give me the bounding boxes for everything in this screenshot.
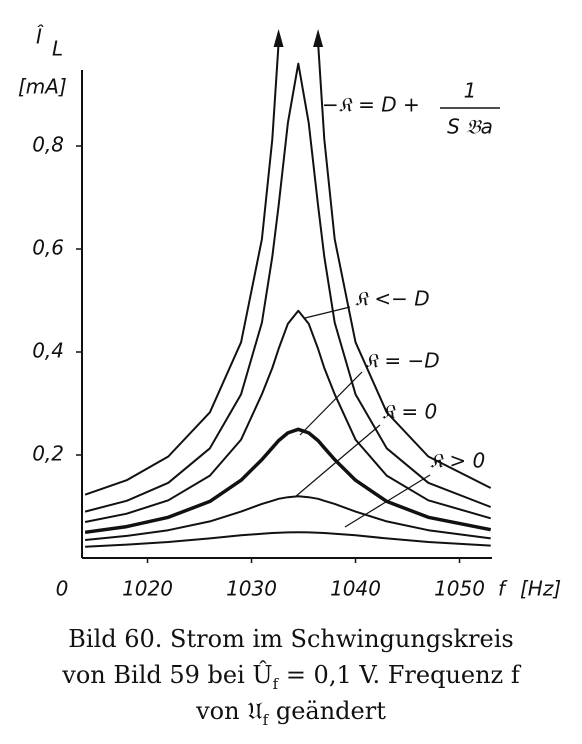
caption-subscript: f [273, 675, 280, 693]
series-line [85, 495, 491, 541]
series-label: −𝔎 = D + [322, 93, 420, 117]
y-tick-label: 0 [56, 577, 69, 601]
series-label: 𝔎 = 0 [382, 400, 437, 424]
caption-text: = 0,1 V. Frequenz f [278, 661, 522, 689]
caption-text: von 𝔘 [195, 697, 263, 725]
caption-text: Bild 60. Strom im Schwingungskreis [68, 625, 513, 653]
x-unit: [Hz] [520, 577, 561, 601]
arrowhead [313, 29, 324, 47]
y-tick-label: 0,4 [32, 339, 64, 363]
arrowhead [273, 29, 284, 47]
caption-line: Bild 60. Strom im Schwingungskreis [68, 625, 513, 653]
series-line [84, 42, 280, 496]
x-tick-label: 1020 [122, 577, 173, 601]
series-line [84, 62, 492, 513]
caption-subscript: f [263, 711, 270, 729]
x-tick-label: 1040 [330, 577, 381, 601]
x-tick-label: 1050 [434, 577, 485, 601]
fraction-numerator: 1 [464, 79, 477, 103]
series-line [317, 42, 492, 489]
y-tick-label: 0,8 [32, 133, 64, 157]
leader-line [294, 424, 381, 498]
leader-line [304, 306, 351, 319]
series-line [85, 531, 491, 548]
caption-text: geändert [268, 697, 386, 725]
caption-line: von 𝔘f geändert [195, 697, 386, 730]
series-label: 𝔎 > 0 [430, 449, 485, 473]
y-tick-label: 0,2 [32, 442, 64, 466]
y-unit: [mA] [18, 75, 67, 99]
series-line [84, 309, 491, 523]
leader-line [344, 474, 431, 528]
y-label-sub: L [52, 37, 63, 61]
y-label: Î [36, 25, 44, 49]
x-label: f [498, 577, 508, 601]
series-line [84, 427, 492, 535]
caption-line: von Bild 59 bei Ûf = 0,1 V. Frequenz f [61, 660, 522, 694]
leader-line [299, 371, 363, 436]
y-tick-label: 0,6 [32, 236, 64, 260]
series-label: 𝔎 = −D [365, 349, 440, 373]
series-label: 𝔎 <− D [355, 287, 430, 311]
caption-text: von Bild 59 bei Û [61, 660, 272, 689]
x-tick-label: 1030 [226, 577, 277, 601]
fraction-denominator: S 𝔅a [447, 115, 493, 139]
